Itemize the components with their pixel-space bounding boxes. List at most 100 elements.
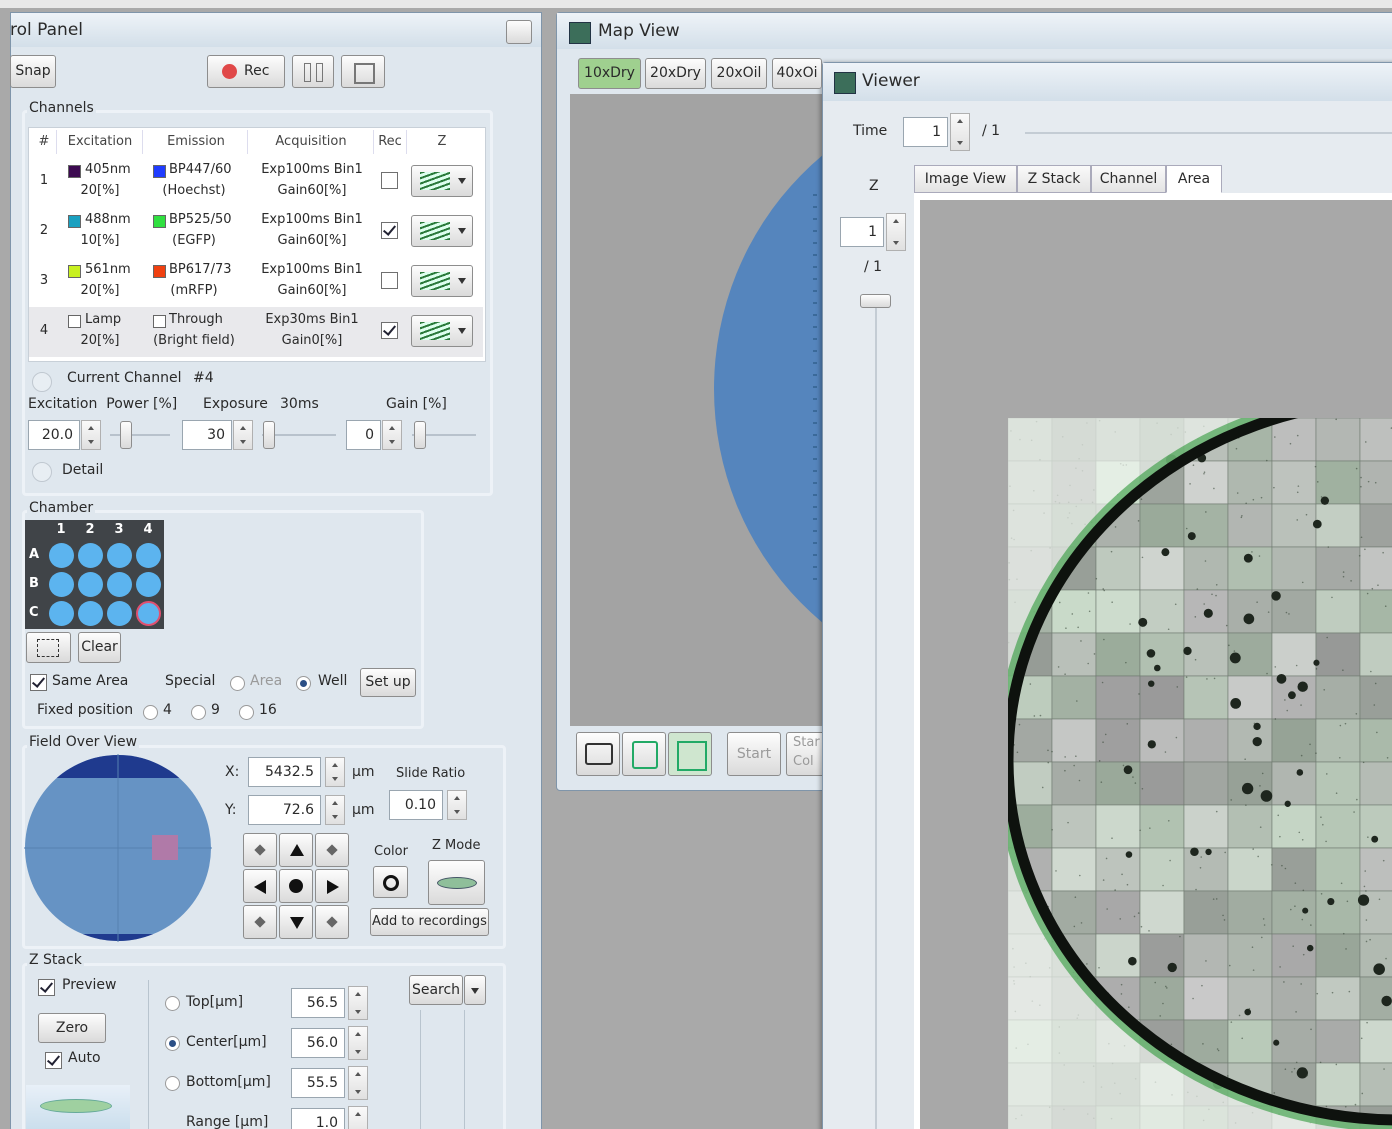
z-input[interactable]: 1: [840, 217, 884, 247]
add-recordings-button[interactable]: Add to recordings: [370, 908, 489, 936]
pause-button[interactable]: [292, 55, 334, 88]
time-input[interactable]: 1: [903, 117, 948, 147]
arrow-button[interactable]: [315, 869, 349, 903]
objective-tab[interactable]: 40xOi: [772, 58, 822, 89]
slide-ratio-input[interactable]: 0.10: [389, 790, 443, 820]
rec-button[interactable]: Rec: [207, 55, 285, 88]
radio[interactable]: [165, 1076, 180, 1091]
spinner[interactable]: [348, 1106, 368, 1129]
start-button[interactable]: Start: [727, 732, 781, 776]
well[interactable]: [49, 572, 74, 597]
spinner[interactable]: [382, 420, 402, 450]
setup-button[interactable]: Set up: [360, 668, 416, 697]
gain-input[interactable]: 0: [346, 420, 381, 450]
well[interactable]: [107, 543, 132, 568]
z-slider[interactable]: [875, 305, 877, 1129]
radio[interactable]: [239, 705, 254, 720]
clear-button[interactable]: Clear: [78, 632, 121, 663]
value-input[interactable]: 56.0: [291, 1028, 345, 1058]
spinner[interactable]: [886, 213, 906, 251]
collapse-button[interactable]: [32, 372, 52, 392]
checkbox[interactable]: [45, 1052, 62, 1069]
slider-thumb[interactable]: [860, 294, 891, 308]
exposure-input[interactable]: 30: [182, 420, 232, 450]
z-mode-button[interactable]: [428, 860, 485, 905]
spinner[interactable]: [325, 795, 345, 825]
spinner[interactable]: [233, 420, 253, 450]
stop-button[interactable]: [341, 55, 385, 88]
spinner[interactable]: [950, 113, 970, 151]
radio[interactable]: [230, 676, 245, 691]
well[interactable]: [78, 601, 103, 626]
well[interactable]: [49, 601, 74, 626]
arrow-button[interactable]: [243, 833, 277, 867]
z-button[interactable]: [411, 215, 473, 247]
y-input[interactable]: 72.6: [248, 795, 321, 825]
search-button[interactable]: Search: [409, 975, 463, 1005]
tool-button[interactable]: [576, 732, 620, 776]
x-input[interactable]: 5432.5: [248, 757, 321, 787]
color-button[interactable]: [373, 866, 408, 898]
arrow-button[interactable]: [315, 833, 349, 867]
snap-button[interactable]: Snap: [10, 55, 56, 88]
spinner[interactable]: [81, 420, 101, 450]
arrow-button[interactable]: [279, 833, 313, 867]
slider-thumb[interactable]: [263, 421, 275, 449]
well[interactable]: [136, 572, 161, 597]
rec-checkbox[interactable]: [381, 322, 398, 339]
well[interactable]: [78, 543, 103, 568]
viewer-tab[interactable]: Z Stack: [1017, 165, 1091, 193]
close-button[interactable]: [506, 20, 532, 44]
arrow-button[interactable]: [243, 905, 277, 939]
viewer-tab[interactable]: Image View: [914, 165, 1017, 193]
slider-thumb[interactable]: [414, 421, 426, 449]
slider-thumb[interactable]: [120, 421, 132, 449]
value-input[interactable]: 1.0: [291, 1108, 345, 1129]
radio[interactable]: [191, 705, 206, 720]
expand-button[interactable]: [32, 462, 52, 482]
tool-button[interactable]: [622, 732, 666, 776]
spinner[interactable]: [447, 790, 467, 820]
spinner[interactable]: [348, 1066, 368, 1100]
objective-tab[interactable]: 20xDry: [645, 58, 706, 89]
zero-button[interactable]: Zero: [38, 1013, 106, 1043]
value-input[interactable]: 55.5: [291, 1068, 345, 1098]
row-label: A: [29, 547, 40, 562]
arrow-button[interactable]: [279, 869, 313, 903]
arrow-button[interactable]: [315, 905, 349, 939]
spinner[interactable]: [348, 986, 368, 1020]
rec-checkbox[interactable]: [381, 272, 398, 289]
well[interactable]: [107, 601, 132, 626]
tool-button[interactable]: [668, 732, 712, 776]
radio[interactable]: [165, 1036, 180, 1051]
checkbox[interactable]: [30, 674, 47, 691]
viewer-tab[interactable]: Area: [1166, 165, 1222, 193]
radio[interactable]: [143, 705, 158, 720]
objective-tab[interactable]: 20xOil: [711, 58, 767, 89]
arrow-button[interactable]: [279, 905, 313, 939]
radio[interactable]: [296, 676, 311, 691]
spinner[interactable]: [348, 1026, 368, 1060]
rec-checkbox[interactable]: [381, 222, 398, 239]
well[interactable]: [78, 572, 103, 597]
radio[interactable]: [165, 996, 180, 1011]
value-input[interactable]: 56.5: [291, 988, 345, 1018]
well[interactable]: [136, 601, 161, 626]
select-button[interactable]: [26, 632, 71, 663]
well[interactable]: [136, 543, 161, 568]
well[interactable]: [107, 572, 132, 597]
z-button[interactable]: [411, 165, 473, 197]
dropdown-button[interactable]: [464, 975, 486, 1005]
detail-label[interactable]: Detail: [62, 462, 104, 478]
spinner[interactable]: [325, 757, 345, 787]
viewer-tab[interactable]: Channel: [1091, 165, 1166, 193]
arrow-button[interactable]: [243, 869, 277, 903]
z-button[interactable]: [411, 315, 473, 347]
well[interactable]: [49, 543, 74, 568]
power-input[interactable]: 20.0: [28, 420, 80, 450]
rec-checkbox[interactable]: [381, 172, 398, 189]
checkbox[interactable]: [38, 979, 55, 996]
objective-tab[interactable]: 10xDry: [578, 58, 641, 89]
z-button[interactable]: [411, 265, 473, 297]
time-slider[interactable]: [1025, 132, 1392, 134]
